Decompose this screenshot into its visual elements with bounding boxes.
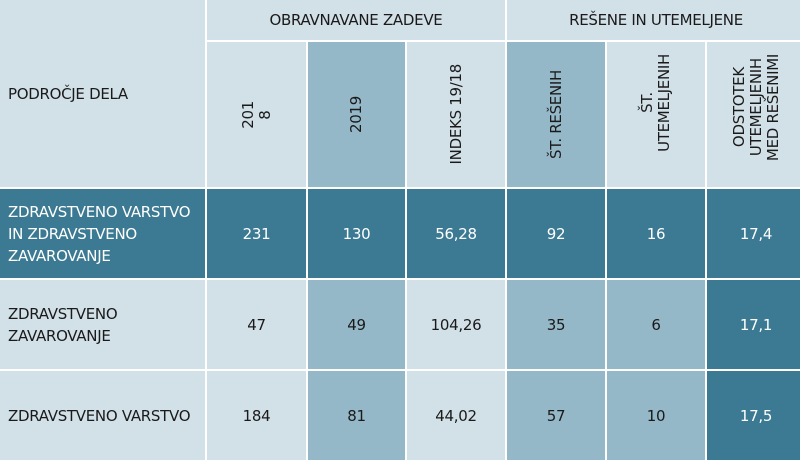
table-cell-2019: 130	[308, 189, 405, 278]
col-justified-header: ŠT. UTEMELJENIH	[607, 42, 705, 187]
col-percent-header: ODSTOTEK UTEMELJENIH MED REŠENIMI	[707, 42, 800, 187]
col-2019-header: 2019	[308, 42, 405, 187]
table-row-area: ZDRAVSTVENO VARSTVO	[0, 371, 205, 460]
table-cell-2019: 49	[308, 280, 405, 369]
table-cell-2019: 81	[308, 371, 405, 460]
col-resolved-header: ŠT. REŠENIH	[507, 42, 605, 187]
col-index-header: INDEKS 19/18	[407, 42, 505, 187]
table-cell-resolved: 35	[507, 280, 605, 369]
table-cell-index: 44,02	[407, 371, 505, 460]
table-cell-percent: 17,5	[707, 371, 800, 460]
table-cell-resolved: 57	[507, 371, 605, 460]
col-justified-label: ŠT. UTEMELJENIH	[638, 54, 673, 152]
table-cell-justified: 16	[607, 189, 705, 278]
table-cell-percent: 17,1	[707, 280, 800, 369]
col-2019-label: 2019	[347, 96, 365, 133]
table-cell-2018: 47	[207, 280, 306, 369]
table-cell-percent: 17,4	[707, 189, 800, 278]
col-2018-header: 201 8	[207, 42, 306, 187]
col-resolved-label: ŠT. REŠENIH	[546, 70, 565, 159]
col-percent-label: ODSTOTEK UTEMELJENIH MED REŠENIMI	[729, 54, 782, 162]
table-row-area: ZDRAVSTVENO VARSTVO IN ZDRAVSTVENO ZAVAR…	[0, 189, 205, 278]
table-row-area: ZDRAVSTVENO ZAVAROVANJE	[0, 280, 205, 369]
area-header: PODROČJE DELA	[0, 0, 205, 187]
treated-cases-header: OBRAVNAVANE ZADEVE	[207, 0, 505, 40]
table-cell-index: 104,26	[407, 280, 505, 369]
table-cell-index: 56,28	[407, 189, 505, 278]
col-index-label: INDEKS 19/18	[446, 64, 465, 165]
col-2018-label: 201 8	[238, 100, 274, 129]
table-cell-resolved: 92	[507, 189, 605, 278]
resolved-justified-header: REŠENE IN UTEMELJENE	[507, 0, 800, 40]
table-cell-2018: 184	[207, 371, 306, 460]
table-cell-justified: 6	[607, 280, 705, 369]
table-cell-2018: 231	[207, 189, 306, 278]
table-cell-justified: 10	[607, 371, 705, 460]
